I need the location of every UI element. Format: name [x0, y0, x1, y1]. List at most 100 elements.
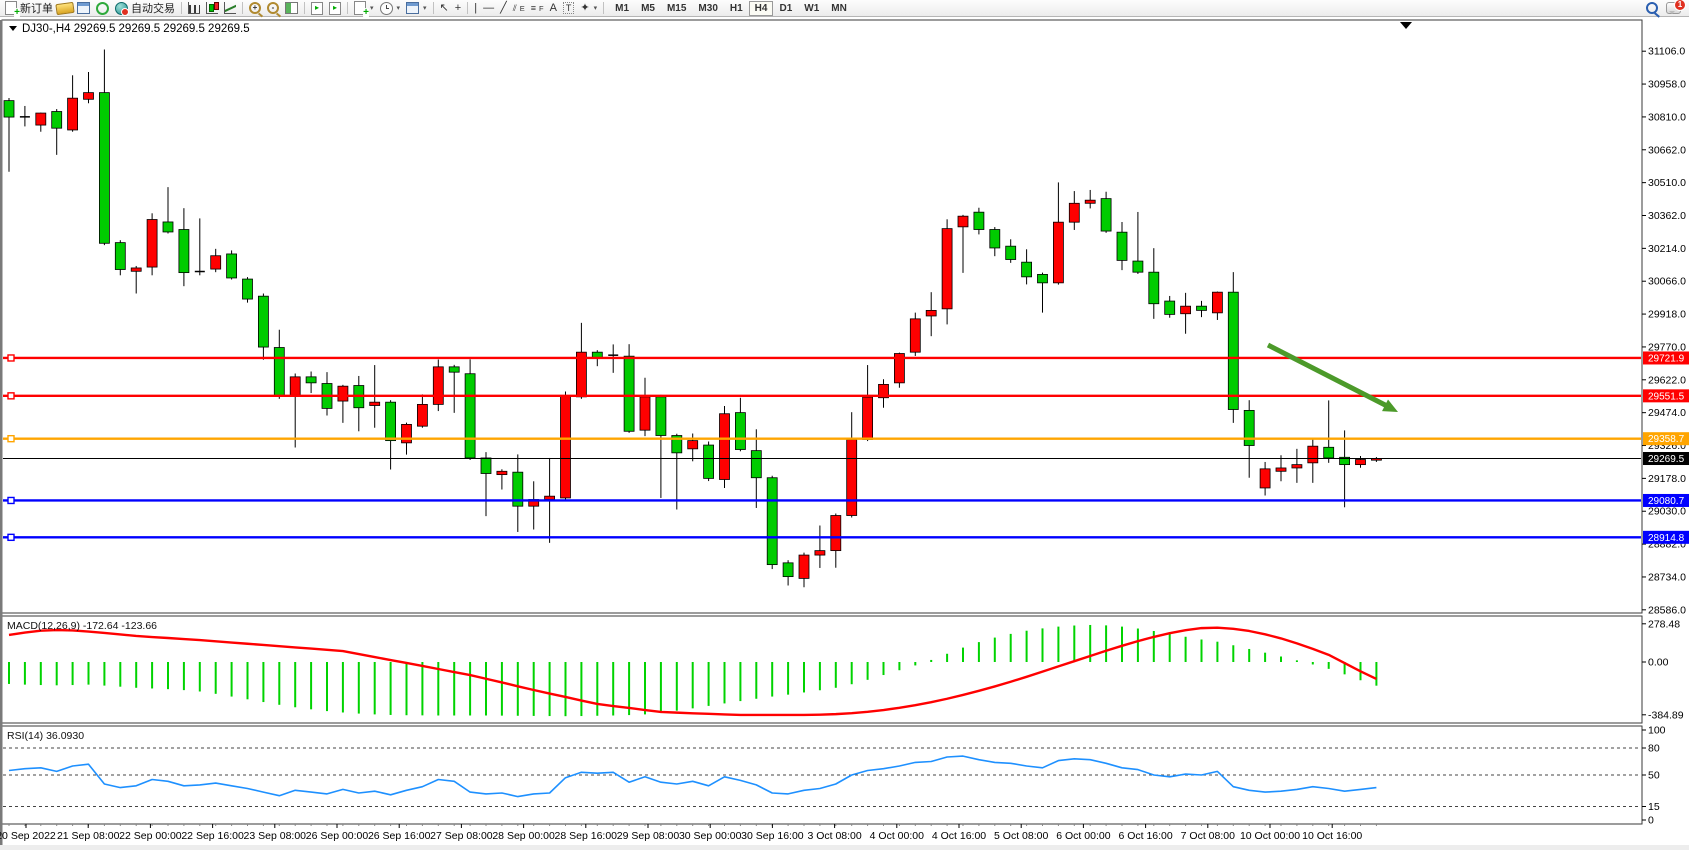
add-indicator-button[interactable]: ▾: [351, 1, 377, 18]
timeframe-mn[interactable]: MN: [831, 2, 847, 14]
line-handle[interactable]: [7, 496, 15, 505]
bull-candle: [1355, 459, 1366, 466]
svg-text:31106.0: 31106.0: [1648, 46, 1685, 58]
bear-candle: [99, 92, 110, 244]
bear-candle: [1100, 198, 1112, 232]
svg-text:28 Sep 16:00: 28 Sep 16:00: [555, 830, 618, 842]
periods-button[interactable]: ▾: [377, 1, 404, 16]
shapes-tool[interactable]: ✦ ▾: [580, 1, 598, 14]
bear-candle: [782, 562, 794, 578]
bear-candle: [735, 412, 746, 450]
bear-candle: [1132, 260, 1144, 273]
bear-candle: [703, 444, 714, 479]
fibonacci-tool[interactable]: ≡ F: [530, 2, 544, 13]
notifications-icon[interactable]: 1: [1666, 0, 1686, 14]
bear-candle: [989, 229, 1001, 249]
bear-candle: [178, 229, 190, 274]
bear-candle: [464, 373, 476, 459]
equidistant-channel-tool[interactable]: ⫽ E: [512, 2, 525, 13]
line-handle[interactable]: [7, 354, 15, 362]
chart-autoscroll-icon[interactable]: ▸: [329, 1, 341, 15]
bull-candle: [1180, 305, 1191, 315]
bull-candle: [1259, 468, 1271, 489]
timeframe-m30[interactable]: M30: [698, 2, 718, 14]
bull-candle: [814, 550, 826, 556]
bear-candle: [448, 366, 460, 373]
bull-candle: [1307, 445, 1319, 464]
auto-trading-label: 自动交易: [131, 3, 175, 15]
bear-candle: [3, 100, 15, 118]
market-watch-icon[interactable]: [55, 1, 75, 15]
crosshair-tool[interactable]: +: [454, 1, 462, 14]
new-order-icon: [5, 1, 20, 18]
bull-candle: [894, 353, 905, 384]
svg-text:22 Sep 00:00: 22 Sep 00:00: [119, 830, 182, 842]
zoom-out-icon[interactable]: -: [267, 2, 279, 14]
chart-shift-icon[interactable]: ▸: [311, 1, 323, 15]
auto-trading-icon: [115, 1, 129, 16]
svg-text:DJ30-,H4 29269.5 29269.5 2926: DJ30-,H4 29269.5 29269.5 29269.5 29269.5: [22, 23, 250, 35]
navigator-icon[interactable]: [96, 1, 109, 15]
quote-label[interactable]: DJ30-,H4 29269.5 29269.5 29269.5 29269.5: [9, 23, 250, 35]
bull-candle: [146, 219, 158, 268]
price-axis[interactable]: 31106.0 30958.0 30810.0 30662.0 30510.0 30362…: [1642, 46, 1686, 617]
label-tool[interactable]: T: [560, 1, 578, 16]
tile-windows-icon[interactable]: [285, 2, 298, 14]
macd-axis: 278.48 0.00 -384.89: [1642, 618, 1684, 721]
bear-candle: [162, 221, 174, 233]
templates-button[interactable]: ▾: [403, 1, 430, 16]
svg-text:30958.0: 30958.0: [1648, 79, 1686, 91]
zoom-in-icon[interactable]: +: [249, 2, 261, 14]
line-handle[interactable]: [7, 392, 15, 400]
line-chart-mode-icon[interactable]: [224, 2, 236, 14]
timeframe-h1[interactable]: H1: [729, 2, 743, 14]
vertical-line-tool[interactable]: |: [474, 1, 478, 14]
chart-shift-marker: [1400, 22, 1412, 29]
svg-text:30362.0: 30362.0: [1648, 210, 1686, 222]
bear-candle: [273, 347, 285, 397]
chart-area[interactable]: 31106.0 30958.0 30810.0 30662.0 30510.0 30362…: [0, 17, 1689, 850]
bear-candle: [623, 355, 635, 432]
bear-candle: [1227, 291, 1239, 410]
timeframe-h4[interactable]: H4: [748, 0, 774, 16]
svg-text:29770.0: 29770.0: [1648, 341, 1686, 353]
line-handle[interactable]: [7, 434, 15, 443]
bull-candle: [67, 97, 78, 131]
line-handle[interactable]: [7, 533, 15, 542]
price-badge: [1643, 432, 1689, 446]
svg-text:28734.0: 28734.0: [1648, 571, 1686, 583]
chart-canvas[interactable]: 31106.0 30958.0 30810.0 30662.0 30510.0 30362…: [0, 17, 1689, 850]
bear-candle: [226, 253, 238, 279]
toolbar-separator: [304, 2, 305, 14]
bull-candle: [1291, 464, 1303, 469]
bear-candle: [766, 477, 778, 566]
timeframe-m1[interactable]: M1: [615, 2, 630, 14]
rsi-line: [8, 755, 1377, 798]
horizontal-line-tool[interactable]: —: [483, 1, 495, 14]
svg-text:21 Sep 08:00: 21 Sep 08:00: [57, 830, 120, 842]
cursor-tool[interactable]: ↖: [439, 1, 449, 14]
time-axis[interactable]: 20 Sep 2022 21 Sep 08:00 22 Sep 00:00 22 Se…: [0, 824, 1377, 842]
svg-text:29622.0: 29622.0: [1648, 374, 1686, 386]
text-tool[interactable]: A: [549, 1, 557, 14]
bull-candle: [401, 423, 412, 444]
trendline-tool[interactable]: ╱: [500, 1, 507, 14]
timeframe-w1[interactable]: W1: [804, 2, 820, 14]
price-badge: [1643, 351, 1689, 365]
symbol-dropdown-icon[interactable]: [9, 26, 17, 31]
new-order-button[interactable]: 新订单: [2, 1, 56, 18]
bar-chart-mode-icon[interactable]: [188, 2, 200, 14]
search-icon[interactable]: [1646, 2, 1658, 14]
svg-text:0: 0: [1648, 815, 1654, 827]
bull-candle: [846, 439, 858, 516]
bear-candle: [114, 242, 126, 270]
timeframe-m5[interactable]: M5: [641, 2, 655, 14]
timeframe-d1[interactable]: D1: [779, 2, 793, 14]
trend-arrow-annotation[interactable]: [1266, 342, 1398, 412]
data-window-icon[interactable]: [77, 2, 90, 14]
candlestick-mode-icon[interactable]: [206, 2, 219, 14]
auto-trading-button[interactable]: 自动交易: [112, 1, 178, 16]
timeframe-m15[interactable]: M15: [666, 2, 687, 14]
svg-text:5 Oct 08:00: 5 Oct 08:00: [994, 830, 1048, 842]
